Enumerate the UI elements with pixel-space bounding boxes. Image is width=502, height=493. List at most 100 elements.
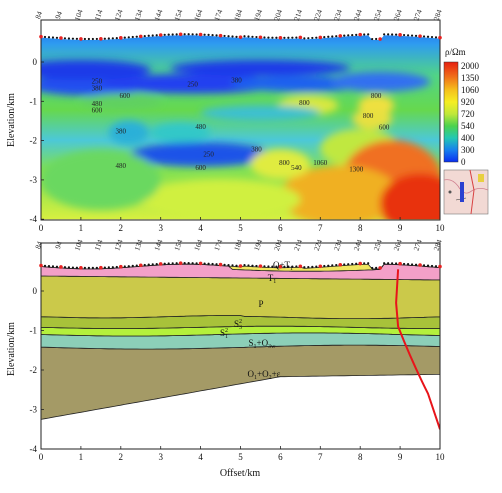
y-tick-label: -2 [30,136,38,146]
y-tick-label: 0 [33,57,38,67]
y-tick-label: -3 [30,175,38,185]
survey-point [363,33,366,36]
contour-label: 1300 [349,165,364,173]
survey-point [203,33,206,36]
station-label: 94 [53,240,64,250]
survey-point [171,33,174,36]
label-t1: T1 [268,273,277,285]
station-label: 144 [152,8,164,22]
survey-point [295,36,298,39]
contour-label: 800 [371,92,382,100]
label-s1-2: S12 [220,328,228,340]
station-label: 204 [272,8,284,22]
bottom-y-axis-label: Elevation/km [6,322,17,376]
survey-point [410,34,414,37]
station-dot [59,265,63,269]
contour-label: 250 [187,80,198,88]
survey-point [363,262,366,265]
station-label: 244 [352,238,364,252]
y-tick-label: -2 [30,365,38,375]
station-label: 254 [372,238,384,252]
survey-point [155,34,158,37]
station-label: 214 [292,238,304,252]
station-dot [318,264,323,269]
survey-point [387,33,390,36]
station-dot [218,262,223,267]
survey-point [367,262,370,265]
survey-point [255,35,258,39]
x-tick-label: 8 [358,223,363,233]
label-s3-2: S32 [234,319,242,331]
station-dot [438,35,442,40]
survey-point [255,264,258,268]
survey-point [207,262,210,265]
survey-point [227,35,230,38]
station-label: 214 [292,8,304,22]
station-label: 184 [232,238,244,252]
survey-point [251,264,254,267]
survey-point [235,35,238,38]
colorbar-title: ρ/Ωm [445,47,466,57]
anomaly-blob [150,122,211,143]
station-label: 144 [152,238,164,252]
survey-point [63,37,67,40]
survey-point [155,263,158,266]
station-label: 174 [212,8,224,22]
x-tick-label: 1 [79,223,84,233]
survey-point [227,264,230,267]
x-tick-label: 5 [238,452,243,462]
x-tick-label: 2 [119,223,124,233]
inset-yellow-block [478,174,484,182]
station-dot [238,264,243,268]
station-label: 94 [53,10,64,20]
survey-point [111,37,114,40]
survey-point [331,35,334,38]
anomaly-blob [41,149,161,210]
colorbar-label: 1060 [461,85,480,95]
station-dot [258,35,263,40]
x-tick-label: 7 [318,223,323,233]
survey-point [211,262,214,266]
survey-point [223,263,226,266]
x-tick-label: 1 [79,452,84,462]
y-tick-label: 0 [33,286,38,296]
station-label: 84 [33,240,44,250]
station-label: 84 [33,10,44,20]
survey-point [291,36,294,39]
survey-point [327,264,330,267]
x-tick-label: 10 [436,452,446,462]
survey-point [55,265,59,268]
contour-label: 250 [203,150,214,158]
survey-point [187,33,190,36]
survey-point [87,266,90,269]
survey-point [422,264,426,267]
x-tick-label: 3 [158,452,163,462]
station-label: 154 [172,238,184,252]
station-dot [338,34,343,38]
survey-point [406,34,410,37]
survey-point [387,262,390,265]
contour-label: 800 [299,99,310,107]
survey-point [426,35,430,38]
survey-point [115,265,118,269]
survey-point [147,263,150,266]
survey-point [323,264,326,268]
survey-point [211,34,214,37]
station-dot [99,37,103,41]
survey-point [143,34,146,38]
survey-point [335,35,338,38]
station-dot [378,37,382,41]
contour-label: 1060 [313,159,328,167]
survey-point [343,263,346,266]
survey-point [287,265,290,268]
station-label: 114 [92,238,104,252]
survey-point [131,264,134,267]
colorbar-ramp [443,61,459,163]
survey-point [143,263,146,267]
survey-point [355,33,358,36]
station-dot [59,36,63,40]
label-o1-o2-e: O1+O2+ε [248,369,281,381]
survey-point [135,35,138,38]
anomaly-blob [130,142,271,167]
